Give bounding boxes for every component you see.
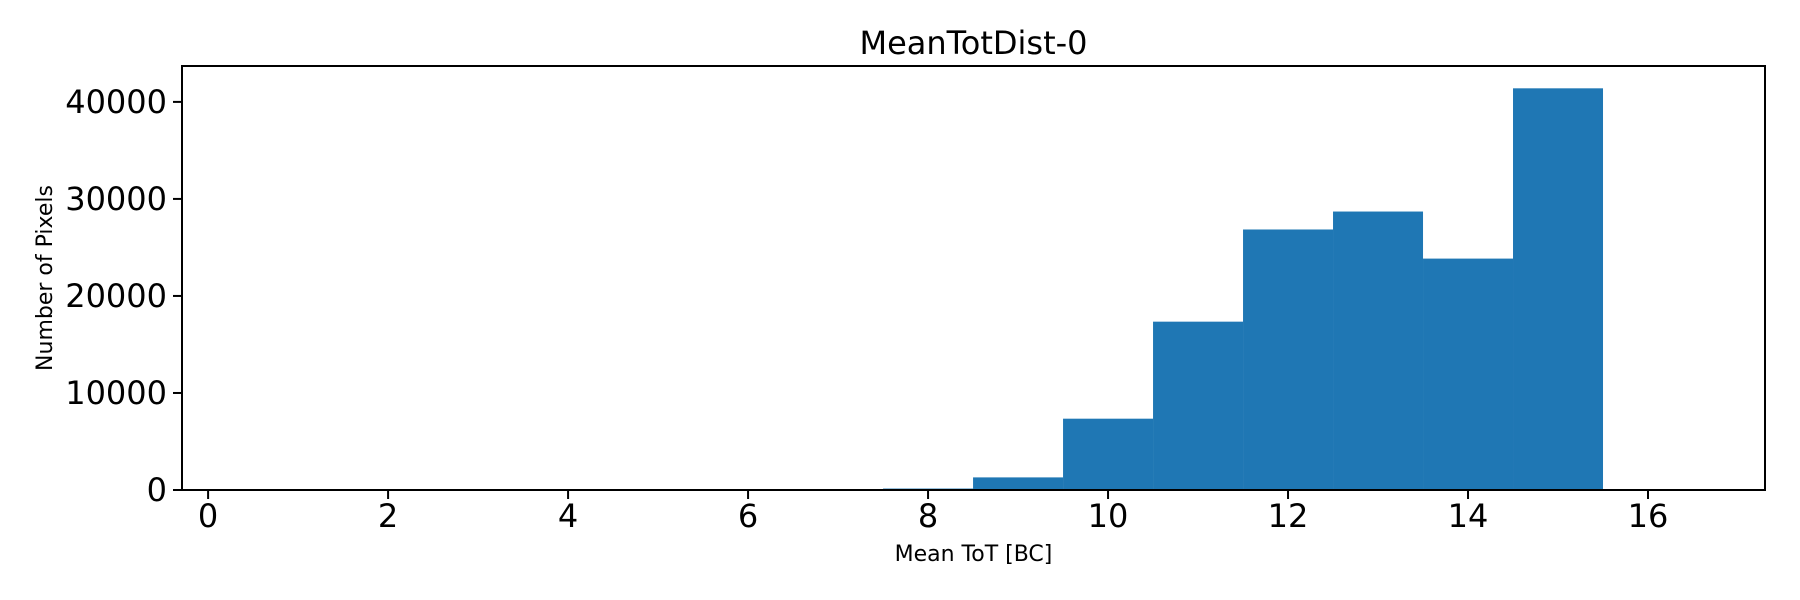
x-tick-label: 14 — [1448, 497, 1489, 535]
histogram-bar — [1333, 211, 1424, 490]
axes-group: 0 2 4 6 8 10 12 14 16 0 10000 20000 30000 40000 — [65, 65, 1766, 535]
plot-spines — [181, 65, 1766, 491]
histogram-bar — [973, 477, 1064, 490]
x-axis-label: Mean ToT [BC] — [895, 542, 1053, 567]
histogram-bar — [1513, 88, 1604, 490]
y-tick-label: 20000 — [65, 277, 167, 315]
x-tick-label: 6 — [738, 497, 758, 535]
chart-title: MeanTotDist-0 — [859, 24, 1087, 62]
y-tick-label: 0 — [147, 471, 167, 509]
histogram-bar — [1243, 229, 1334, 490]
histogram-bar — [1063, 418, 1154, 490]
x-tick-label: 10 — [1088, 497, 1129, 535]
histogram-bar — [1423, 258, 1514, 490]
histogram-bar — [1153, 321, 1244, 490]
x-tick-label: 4 — [558, 497, 578, 535]
bars-group — [883, 88, 1604, 490]
y-tick-label: 40000 — [65, 83, 167, 121]
x-tick-label: 8 — [918, 497, 938, 535]
x-tick-label: 0 — [198, 497, 218, 535]
y-axis-label: Number of Pixels — [33, 185, 58, 371]
x-tick-label: 12 — [1268, 497, 1309, 535]
y-tick-label: 30000 — [65, 180, 167, 218]
x-tick-label: 2 — [378, 497, 398, 535]
y-tick-label: 10000 — [65, 374, 167, 412]
x-tick-label: 16 — [1628, 497, 1669, 535]
